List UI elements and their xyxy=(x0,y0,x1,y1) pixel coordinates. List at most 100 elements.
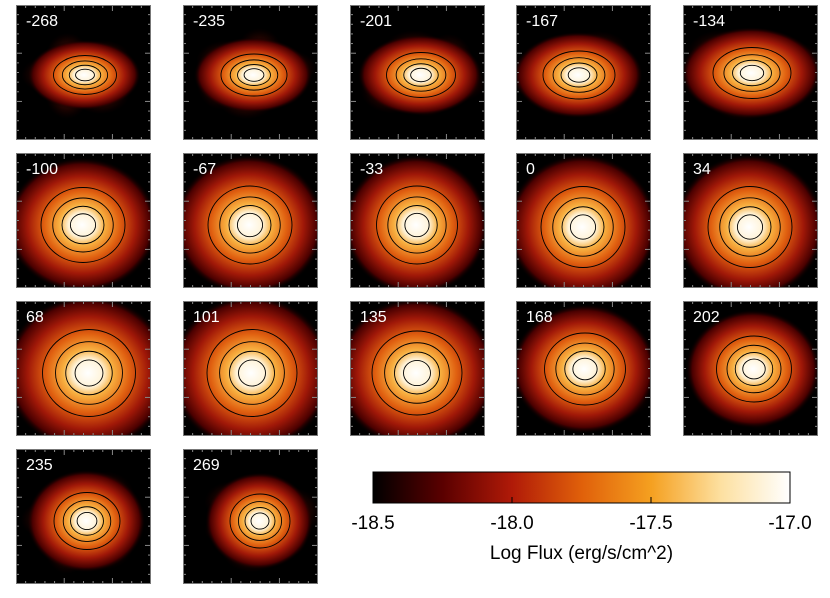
contour xyxy=(726,344,782,394)
panel: 135 xyxy=(350,301,485,436)
panel-frame xyxy=(683,301,818,436)
panel: 269 xyxy=(183,449,318,584)
contour xyxy=(569,214,597,240)
contour xyxy=(410,67,432,83)
contour xyxy=(229,350,275,396)
contour xyxy=(229,493,291,549)
contour xyxy=(371,330,463,416)
contour xyxy=(567,67,591,83)
contour xyxy=(540,186,626,268)
panel: -167 xyxy=(516,5,651,140)
contour xyxy=(42,329,136,417)
contour xyxy=(250,512,270,530)
contour xyxy=(403,359,431,387)
panel: -67 xyxy=(183,153,318,288)
panel: 68 xyxy=(16,301,151,436)
colorbar-tick-label: -18.0 xyxy=(490,513,533,534)
contour xyxy=(219,341,285,405)
contour xyxy=(736,214,764,240)
velocity-label: 68 xyxy=(26,309,44,326)
emission xyxy=(27,39,141,111)
contour xyxy=(75,68,95,82)
colorbar: -18.5 -18.0 -17.5 -17.0 Log Flux (erg/s/cm^2… xyxy=(351,471,812,564)
panel-frame xyxy=(516,301,651,436)
emission xyxy=(193,37,313,113)
velocity-label: 101 xyxy=(193,309,220,326)
panel: -201 xyxy=(350,5,485,140)
velocity-label: -67 xyxy=(193,161,216,178)
panel-frame xyxy=(183,449,318,584)
panel-frame xyxy=(350,5,485,140)
velocity-label: 0 xyxy=(526,161,535,178)
emission xyxy=(685,309,818,429)
panel-frame xyxy=(350,153,485,288)
contour xyxy=(716,335,792,403)
panel-frame xyxy=(183,5,318,140)
contour xyxy=(68,64,102,86)
contour xyxy=(552,57,606,93)
contour xyxy=(723,54,781,92)
contour xyxy=(728,206,772,248)
panel: 0 xyxy=(516,153,651,288)
panel: -33 xyxy=(350,153,485,288)
contour xyxy=(712,47,792,99)
contour xyxy=(238,359,266,387)
emission xyxy=(205,472,313,570)
panel-frame xyxy=(16,449,151,584)
contour xyxy=(719,197,781,257)
contour xyxy=(742,358,766,380)
velocity-label: -235 xyxy=(193,13,225,30)
contour xyxy=(739,64,765,82)
contour xyxy=(236,212,264,238)
contour xyxy=(707,186,793,268)
contour xyxy=(229,59,279,91)
colorbar-tick-label: -17.5 xyxy=(629,513,672,534)
contour xyxy=(404,212,430,238)
channel-maps: -268 -235 -201 -167 -134 -100 -67 -33 0 34 68 101 13… xyxy=(16,5,818,584)
emission xyxy=(516,304,651,434)
contour xyxy=(732,59,772,87)
panel-frame xyxy=(350,301,485,436)
emission xyxy=(183,301,318,436)
contour xyxy=(561,206,605,248)
velocity-label: 168 xyxy=(526,309,553,326)
panel-frame xyxy=(16,153,151,288)
emission xyxy=(16,157,151,288)
emission xyxy=(183,154,318,288)
emission xyxy=(16,301,151,436)
contour xyxy=(387,196,447,254)
contour xyxy=(244,507,276,535)
panel-frame xyxy=(16,301,151,436)
emission xyxy=(516,154,651,288)
contour xyxy=(555,342,615,396)
velocity-label: -134 xyxy=(693,13,725,30)
panel-frame xyxy=(516,153,651,288)
contour xyxy=(69,213,97,237)
panel: 168 xyxy=(516,301,651,436)
panel: -235 xyxy=(183,5,318,140)
panel-frame xyxy=(683,5,818,140)
contour xyxy=(53,55,117,95)
contour xyxy=(394,351,440,395)
panel-frame xyxy=(516,5,651,140)
contour xyxy=(220,53,288,97)
panel-frame xyxy=(16,5,151,140)
velocity-label: -100 xyxy=(26,161,58,178)
contour xyxy=(55,341,123,405)
contour xyxy=(395,58,447,92)
emission xyxy=(350,154,485,288)
velocity-label: -201 xyxy=(360,13,392,30)
velocity-label: -33 xyxy=(360,161,383,178)
contour xyxy=(237,64,271,86)
emission xyxy=(683,154,818,288)
panel-frame xyxy=(683,153,818,288)
contour xyxy=(243,68,265,82)
colorbar-tick-label: -18.5 xyxy=(351,513,394,534)
contour xyxy=(207,185,293,265)
velocity-label: 135 xyxy=(360,309,387,326)
colorbar-scale xyxy=(372,471,791,504)
contour xyxy=(61,60,109,90)
contour xyxy=(572,357,598,381)
contour xyxy=(76,512,98,531)
velocity-label: 202 xyxy=(693,309,720,326)
